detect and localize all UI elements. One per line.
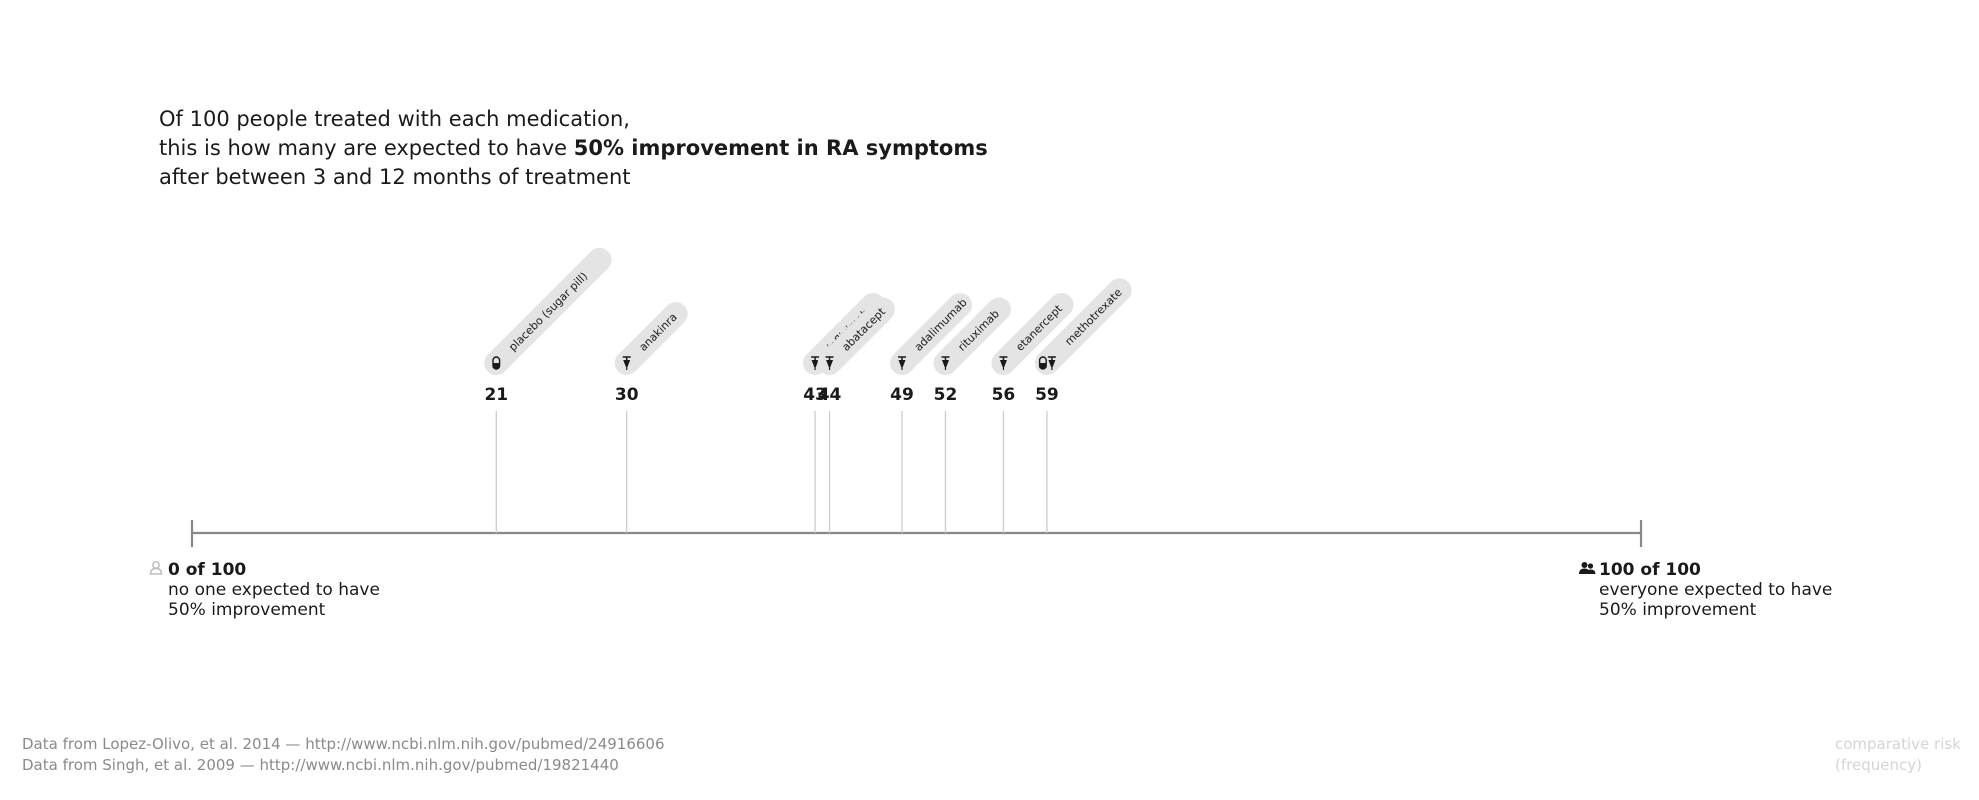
value-label: 49	[890, 385, 914, 405]
data-point-anakinra: 30 anakinra	[614, 302, 688, 533]
axis-right-line-1: everyone expected to have	[1599, 580, 1832, 600]
value-label: 59	[1035, 385, 1059, 405]
drug-tag-background	[890, 293, 972, 375]
title-line-2-bold: 50% improvement in RA symptoms	[573, 136, 988, 160]
value-label: 21	[484, 385, 508, 405]
drug-tag: placebo (sugar pill)	[484, 247, 612, 375]
pill-icon	[492, 356, 501, 370]
title-line-2-prefix: this is how many are expected to have	[159, 136, 574, 160]
title-line-1: Of 100 people treated with each medicati…	[159, 107, 630, 131]
axis-left-line-1: no one expected to have	[168, 580, 380, 600]
syringe-icon	[999, 356, 1008, 370]
title-line-2: this is how many are expected to have 50…	[159, 134, 988, 163]
axis-right-bold: 100 of 100	[1599, 560, 1701, 580]
value-label: 30	[615, 385, 639, 405]
value-label: 52	[934, 385, 958, 405]
pill-and-syringe-icon	[1038, 356, 1056, 370]
axis-layer: 0 of 100 no one expected to have 50% imp…	[149, 520, 1832, 620]
value-label: 43	[803, 385, 827, 405]
data-point-placebo: 21 placebo (sugar pill)	[484, 247, 612, 533]
chart-title: Of 100 people treated with each medicati…	[159, 105, 988, 192]
drug-tag-background	[1034, 278, 1132, 375]
syringe-icon	[825, 356, 834, 370]
syringe-icon	[941, 356, 950, 370]
drug-tag: anakinra	[614, 302, 688, 375]
corner-label: comparative risk (frequency)	[1835, 734, 1961, 776]
people-icon	[1579, 562, 1596, 574]
corner-label-line-1: comparative risk	[1835, 735, 1961, 753]
syringe-icon	[622, 356, 631, 370]
syringe-icon	[898, 356, 907, 370]
syringe-icon	[811, 356, 820, 370]
drug-label: methotrexate	[1062, 286, 1124, 348]
title-line-3: after between 3 and 12 months of treatme…	[159, 165, 631, 189]
drug-tag-background	[484, 247, 612, 375]
source-1: Data from Lopez-Olivo, et al. 2014 — htt…	[22, 735, 665, 753]
sources: Data from Lopez-Olivo, et al. 2014 — htt…	[22, 734, 665, 776]
person-outline-icon	[149, 561, 163, 575]
value-label: 56	[992, 385, 1016, 405]
axis-left-bold: 0 of 100	[168, 560, 246, 580]
axis-left-line-2: 50% improvement	[168, 600, 326, 620]
drug-tag-background	[614, 302, 688, 375]
drug-tag-background	[817, 297, 896, 375]
source-2: Data from Singh, et al. 2009 — http://ww…	[22, 756, 619, 774]
drug-label: placebo (sugar pill)	[506, 270, 590, 354]
axis-right-line-2: 50% improvement	[1599, 600, 1757, 620]
drug-tag-background	[933, 297, 1011, 375]
corner-label-line-2: (frequency)	[1835, 756, 1922, 774]
drug-tag-background	[991, 293, 1074, 375]
value-label: 44	[818, 385, 842, 405]
